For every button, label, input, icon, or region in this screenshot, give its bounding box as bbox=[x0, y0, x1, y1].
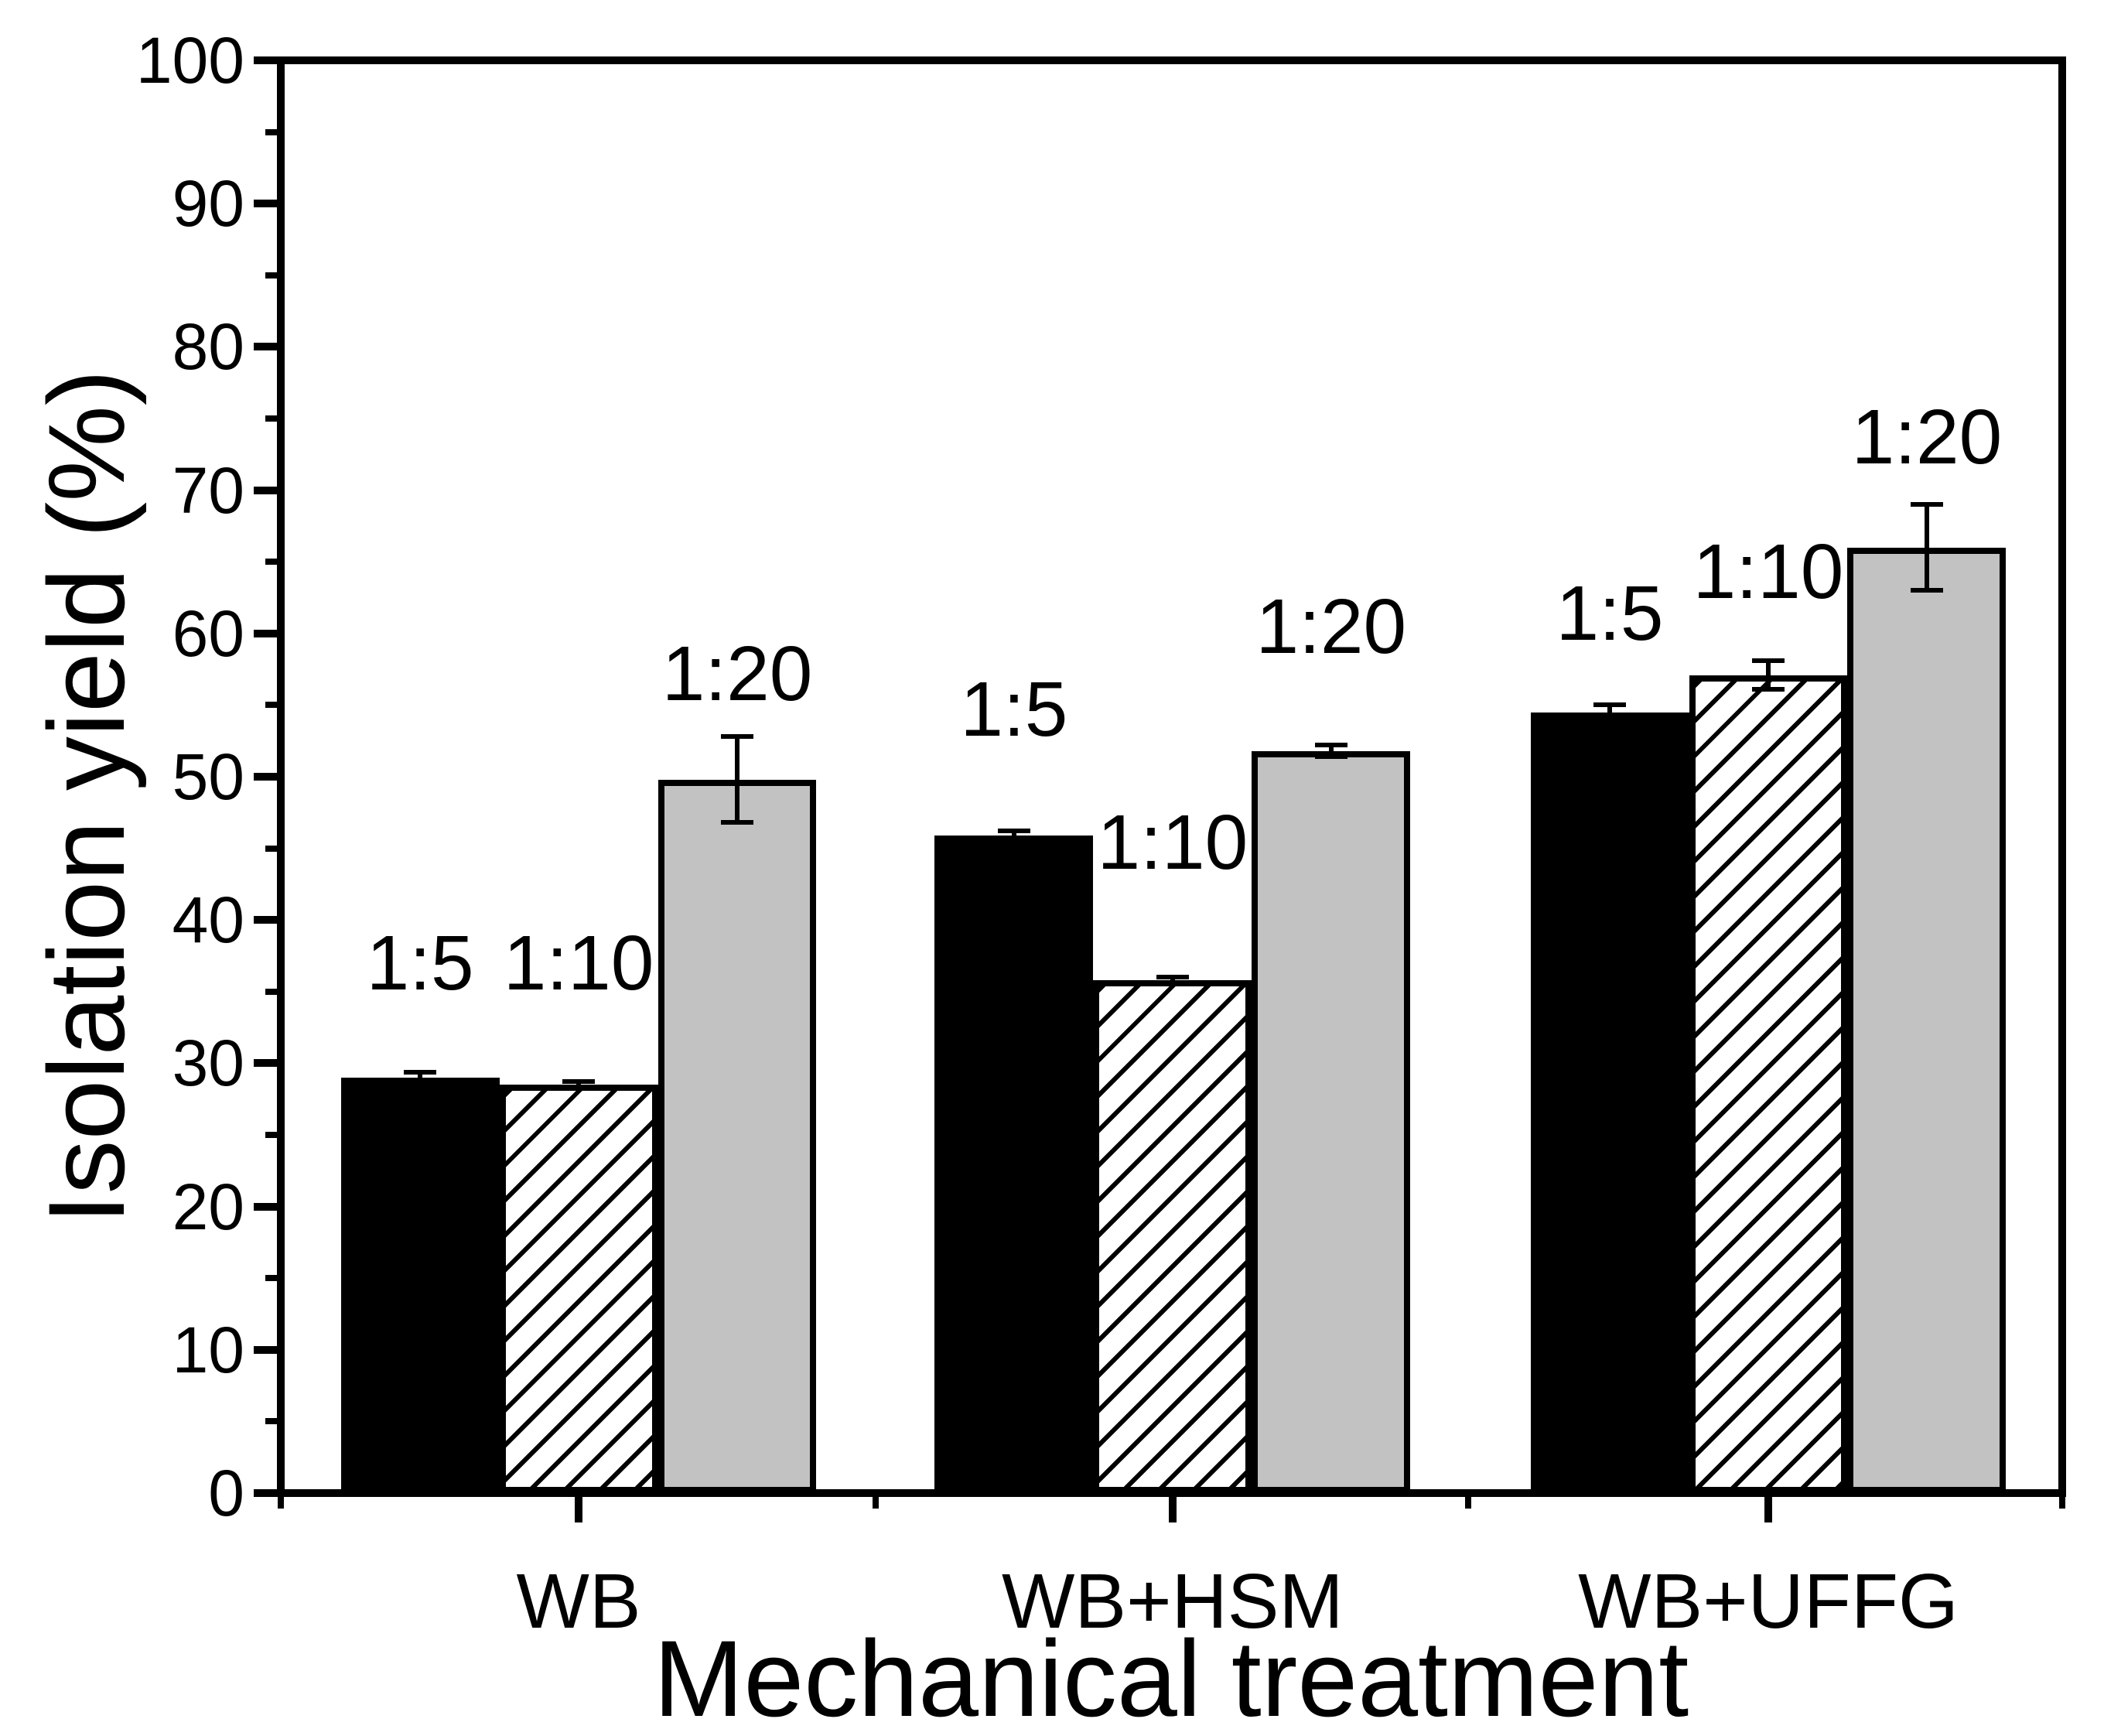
error-bar bbox=[1011, 831, 1016, 840]
y-tick-label: 70 bbox=[172, 453, 244, 527]
bar-1:10-WB+UFFG bbox=[1689, 675, 1848, 1493]
x-tick-minor bbox=[872, 1493, 879, 1509]
bar-label: 1:20 bbox=[1851, 394, 2003, 481]
y-tick-minor bbox=[265, 845, 281, 852]
y-tick-minor bbox=[265, 1132, 281, 1138]
error-bar-cap-bottom bbox=[997, 837, 1030, 842]
plot-area: 1:5 1:10 1:20 1:5 1:10 1:20 1:5 1:10 1:20 bbox=[281, 60, 2062, 1493]
x-category-label: WB bbox=[516, 1558, 641, 1645]
y-tick-label: 40 bbox=[172, 883, 244, 957]
error-bar-cap-bottom bbox=[562, 1085, 596, 1090]
bar-1:10-WB+HSM bbox=[1093, 979, 1252, 1493]
error-bar-cap-bottom bbox=[404, 1081, 437, 1086]
error-bar-cap-top bbox=[721, 734, 754, 740]
bar-1:20-WB+HSM bbox=[1252, 750, 1411, 1493]
bar-label: 1:5 bbox=[960, 665, 1068, 753]
error-bar-cap-bottom bbox=[1593, 716, 1627, 722]
x-category-label: WB+HSM bbox=[1002, 1558, 1344, 1645]
bar-1:5-WB bbox=[340, 1077, 500, 1493]
y-tick-major bbox=[254, 1489, 281, 1497]
x-tick-minor bbox=[278, 1493, 284, 1509]
y-tick-minor bbox=[265, 559, 281, 566]
error-bar-cap-top bbox=[1752, 658, 1785, 663]
y-tick-major bbox=[254, 56, 281, 64]
y-tick-major bbox=[254, 1059, 281, 1068]
bar-1:10-WB bbox=[499, 1085, 658, 1493]
error-bar-cap-bottom bbox=[1910, 588, 1943, 593]
error-bar bbox=[1924, 504, 1929, 591]
x-tick-major bbox=[1764, 1493, 1772, 1522]
error-bar-cap-bottom bbox=[1752, 687, 1785, 692]
y-axis-title: Isolation yield (%) bbox=[26, 369, 147, 1225]
error-bar-cap-top bbox=[1910, 502, 1943, 507]
y-tick-minor bbox=[265, 702, 281, 709]
y-tick-label: 10 bbox=[172, 1313, 244, 1386]
error-bar-cap-bottom bbox=[1314, 754, 1347, 760]
y-tick-label: 100 bbox=[135, 24, 244, 97]
error-bar-cap-bottom bbox=[721, 820, 754, 825]
x-tick-minor bbox=[2059, 1493, 2065, 1509]
y-tick-major bbox=[254, 343, 281, 351]
error-bar bbox=[1170, 977, 1175, 983]
bar-label: 1:10 bbox=[503, 919, 654, 1006]
y-tick-label: 50 bbox=[172, 740, 244, 813]
y-tick-label: 80 bbox=[172, 310, 244, 384]
y-tick-minor bbox=[265, 1275, 281, 1282]
bar-1:5-WB+UFFG bbox=[1530, 712, 1689, 1493]
error-bar bbox=[1766, 660, 1771, 690]
x-tick-major bbox=[575, 1493, 583, 1522]
y-tick-label: 0 bbox=[208, 1457, 244, 1529]
bar-1:20-WB bbox=[658, 779, 817, 1493]
error-bar bbox=[576, 1082, 582, 1088]
error-bar-cap-top bbox=[404, 1069, 437, 1075]
y-tick-minor bbox=[265, 1418, 281, 1425]
x-tick-minor bbox=[1464, 1493, 1471, 1509]
y-tick-major bbox=[254, 200, 281, 208]
x-category-label: WB+UFFG bbox=[1578, 1558, 1959, 1645]
error-bar bbox=[735, 736, 740, 823]
y-tick-label: 30 bbox=[172, 1027, 244, 1100]
error-bar bbox=[1607, 705, 1613, 719]
y-tick-label: 20 bbox=[172, 1170, 244, 1243]
bar-label: 1:20 bbox=[1255, 583, 1407, 670]
error-bar-cap-top bbox=[1156, 975, 1189, 980]
bar-label: 1:10 bbox=[1692, 528, 1844, 616]
y-tick-major bbox=[254, 916, 281, 924]
x-axis-title: Mechanical treatment bbox=[653, 1618, 1689, 1736]
bar-label: 1:10 bbox=[1097, 799, 1248, 887]
y-tick-minor bbox=[265, 415, 281, 422]
bar-label: 1:5 bbox=[366, 919, 474, 1006]
error-bar bbox=[1328, 745, 1334, 757]
error-bar bbox=[418, 1071, 423, 1084]
y-tick-major bbox=[254, 1345, 281, 1354]
y-tick-major bbox=[254, 486, 281, 494]
error-bar-cap-top bbox=[1314, 743, 1347, 748]
bar-1:5-WB+HSM bbox=[934, 835, 1094, 1493]
y-tick-minor bbox=[265, 272, 281, 279]
error-bar-cap-top bbox=[997, 829, 1030, 834]
error-bar-cap-bottom bbox=[1156, 980, 1189, 986]
y-tick-minor bbox=[265, 988, 281, 995]
bar-1:20-WB+UFFG bbox=[1847, 547, 2007, 1493]
y-tick-label: 60 bbox=[172, 596, 244, 670]
bar-label: 1:5 bbox=[1556, 569, 1664, 657]
x-tick-major bbox=[1168, 1493, 1177, 1522]
y-tick-major bbox=[254, 1202, 281, 1211]
error-bar-cap-top bbox=[1593, 702, 1627, 708]
bar-label: 1:20 bbox=[661, 630, 813, 717]
error-bar-cap-top bbox=[562, 1079, 596, 1085]
y-tick-major bbox=[254, 629, 281, 637]
y-tick-minor bbox=[265, 128, 281, 135]
y-tick-major bbox=[254, 773, 281, 781]
y-tick-label: 90 bbox=[172, 167, 244, 241]
